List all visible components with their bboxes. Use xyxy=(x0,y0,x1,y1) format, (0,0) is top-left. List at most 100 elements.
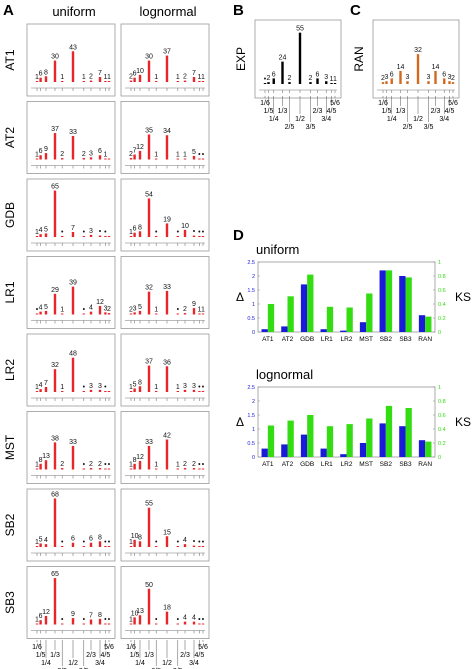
uniform-at1-bar-3/5 xyxy=(82,81,86,82)
panel-a-row-label: AT2 xyxy=(3,127,17,148)
lognormal-sb2-bar-1/2 xyxy=(165,536,169,547)
lognormal-sb3-frame xyxy=(120,566,210,639)
panel-d-category-ran: RAN xyxy=(418,461,432,468)
panel-d-right-tick: 0.4 xyxy=(438,302,446,308)
panel-b-label-1/3: 24 xyxy=(279,55,287,62)
uniform-sb3-label-2/5: • xyxy=(61,617,64,624)
lognormal-lr1-label-1/6: 2 xyxy=(129,307,133,314)
panel-a-lognormal-tick-label-4/5: 4/5 xyxy=(195,652,205,659)
panel-d-category-lr1: LR1 xyxy=(321,461,333,468)
lognormal-mst-frame xyxy=(120,411,210,484)
uniform-lr2-bar-1/3 xyxy=(53,369,57,392)
panel-d-bar-ks-gdb xyxy=(307,274,314,332)
lognormal-mst-bar-1/5 xyxy=(133,463,136,470)
panel-c-bar-3/5 xyxy=(427,81,430,84)
panel-c-tick-label-1/3: 1/3 xyxy=(396,108,406,115)
lognormal-sb2-bar-1/3 xyxy=(147,507,151,547)
lognormal-sb3-bar-2/3 xyxy=(183,621,187,625)
uniform-gdb-label-2/3: 3 xyxy=(89,228,93,235)
panel-d-bar-ks-sb2 xyxy=(385,270,393,332)
panel-a-uniform-tick-label-1/6: 1/6 xyxy=(32,644,42,651)
panel-b-ylabel: EXP xyxy=(234,47,248,71)
lognormal-lr2-bar-2/5 xyxy=(154,391,158,392)
lognormal-lr1-label-1/2: 33 xyxy=(163,284,171,291)
uniform-sb3-bar-2/3 xyxy=(89,619,93,625)
uniform-sb2-label-1/6: 1 xyxy=(35,539,39,546)
panel-d-bar-ks-at1 xyxy=(267,425,275,457)
panel-d-category-mst: MST xyxy=(359,336,373,343)
uniform-mst-label-1/2: 33 xyxy=(69,439,77,446)
lognormal-at2-label-1/4: 12 xyxy=(136,144,144,151)
uniform-at1-frame xyxy=(26,23,116,97)
lognormal-sb3-bar-1/3 xyxy=(147,588,151,625)
uniform-sb2-bar-2/3 xyxy=(89,542,93,547)
uniform-sb2-bar-5/6 xyxy=(107,546,111,547)
lognormal-lr1-label-1/4: 5 xyxy=(138,304,142,311)
panel-b-tick-label-1/2: 1/2 xyxy=(295,116,305,123)
panel-b-bar-1/6 xyxy=(263,83,267,84)
panel-d-left-tick: 1 xyxy=(252,302,255,308)
uniform-at1-label-3/5: 1 xyxy=(82,74,86,81)
uniform-mst-label-4/5: • xyxy=(104,462,107,469)
uniform-lr1-bar-2/3 xyxy=(89,311,93,315)
uniform-lr1-bar-1/4 xyxy=(44,310,48,315)
uniform-at2-bar-1/2 xyxy=(71,135,75,160)
uniform-at2-bar-1/3 xyxy=(53,133,57,160)
panel-d-left-tick: 1.5 xyxy=(247,413,255,419)
uniform-lr2-label-4/5: • xyxy=(104,384,107,391)
uniform-lr2-bar-5/6 xyxy=(107,391,111,392)
uniform-at2-label-1/4: 9 xyxy=(44,146,48,153)
lognormal-at1-label-3/4: 7 xyxy=(192,70,196,77)
uniform-at2-label-2/3: 3 xyxy=(89,150,93,157)
lognormal-sb2-bar-3/4 xyxy=(192,545,196,547)
uniform-mst-label-2/5: 2 xyxy=(60,461,64,468)
panel-d-right-axis-label: KS xyxy=(455,415,471,429)
uniform-gdb-label-1/6: 1 xyxy=(35,229,39,236)
lognormal-gdb-bar-3/4 xyxy=(192,235,196,237)
panel-c-label-3/5: 3 xyxy=(427,74,431,81)
panel-c-label-3/4: 6 xyxy=(442,71,446,78)
panel-d-bar-ks-at1 xyxy=(267,304,275,332)
uniform-at2-bar-5/6 xyxy=(107,158,111,160)
uniform-lr1-label-4/5: 3 xyxy=(103,305,107,312)
panel-d-subplot-title: uniform xyxy=(256,242,299,257)
panel-a-row-label: LR2 xyxy=(3,359,17,381)
lognormal-at1-bar-2/3 xyxy=(183,80,187,82)
lognormal-at2-bar-1/3 xyxy=(147,134,151,160)
panel-b-bar-3/5 xyxy=(309,82,312,84)
panel-b-bar-3/4 xyxy=(325,81,328,84)
lognormal-at2-bar-1/4 xyxy=(138,150,142,160)
lognormal-lr2-bar-4/5 xyxy=(198,391,201,392)
uniform-gdb-bar-1/5 xyxy=(39,234,42,237)
uniform-at1-bar-1/6 xyxy=(35,81,39,82)
lognormal-lr2-label-3/5: 1 xyxy=(176,384,180,391)
lognormal-at1-bar-1/4 xyxy=(138,74,142,82)
uniform-mst-bar-2/5 xyxy=(60,468,64,470)
uniform-lr1-bar-3/4 xyxy=(98,305,102,315)
lognormal-at1-label-4/5: 1 xyxy=(197,74,201,81)
panel-b-tick-label-3/5: 3/5 xyxy=(306,124,316,131)
lognormal-lr2-bar-1/4 xyxy=(138,386,142,392)
lognormal-sb3-bar-4/5 xyxy=(198,623,201,625)
uniform-at2-frame xyxy=(26,101,116,174)
uniform-mst-frame xyxy=(26,411,116,484)
uniform-gdb-label-1/4: 5 xyxy=(44,226,48,233)
panel-d-category-at2: AT2 xyxy=(282,461,294,468)
panel-d-bar-delta-at1 xyxy=(261,448,268,457)
lognormal-sb3-bar-1/6 xyxy=(129,623,133,625)
uniform-sb3-bar-1/6 xyxy=(35,623,39,625)
panel-b-tick-label-1/4: 1/4 xyxy=(269,116,279,123)
panel-d-left-tick: 2 xyxy=(252,274,255,280)
lognormal-at1-bar-1/2 xyxy=(165,55,169,82)
panel-d-bar-delta-ran xyxy=(418,440,426,457)
panel-b-bar-1/4 xyxy=(272,78,275,84)
panel-c-label-4/5: 3 xyxy=(448,74,452,81)
lognormal-mst-label-2/5: 1 xyxy=(154,462,158,469)
lognormal-lr2-frame xyxy=(120,333,210,407)
lognormal-gdb-label-1/3: 54 xyxy=(145,191,153,198)
panel-c-bar-1/4 xyxy=(390,78,393,84)
uniform-lr1-frame xyxy=(26,256,116,329)
